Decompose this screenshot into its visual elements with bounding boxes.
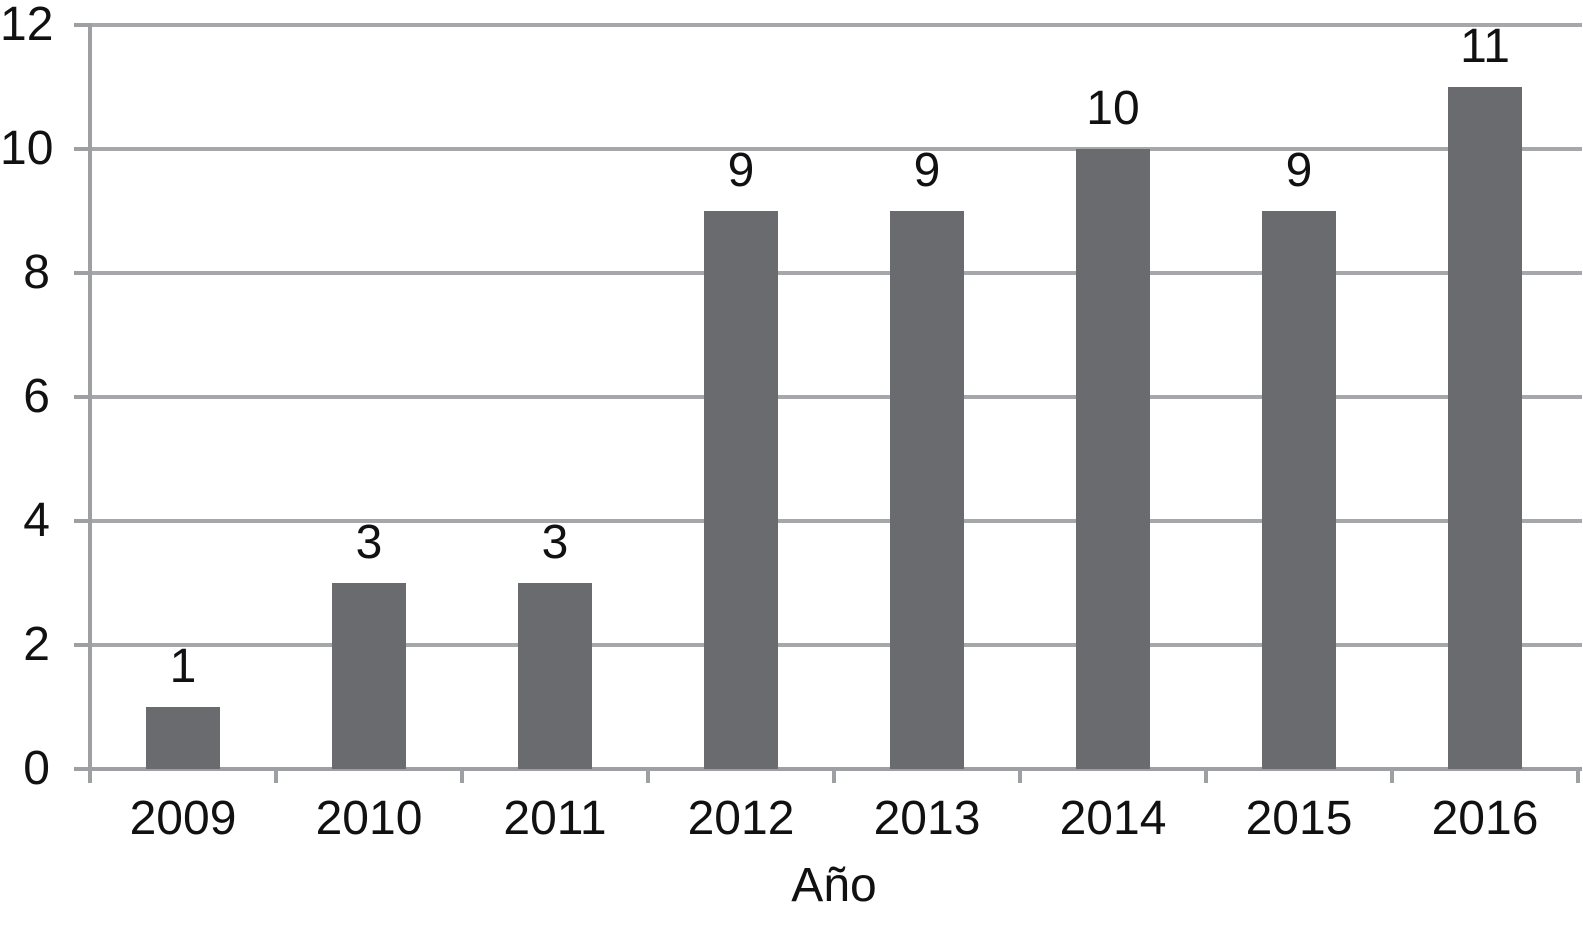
- y-axis-tick-label: 10: [0, 122, 54, 175]
- bar-value-label: 1: [169, 640, 197, 693]
- y-axis-tick-label: 2: [23, 618, 50, 671]
- x-axis-tick-mark: [832, 769, 836, 783]
- y-axis-tick-mark: [74, 147, 90, 151]
- y-axis-tick-label: 12: [0, 0, 54, 51]
- gridline: [90, 519, 1582, 523]
- gridline: [90, 395, 1582, 399]
- bar: [518, 583, 592, 769]
- bar: [1076, 149, 1150, 769]
- bar: [890, 211, 964, 769]
- x-axis-tick-mark: [646, 769, 650, 783]
- y-axis-tick-mark: [74, 395, 90, 399]
- bar: [146, 707, 220, 769]
- y-axis-line: [88, 23, 92, 771]
- x-axis-tick-mark: [1204, 769, 1208, 783]
- y-axis-tick-mark: [74, 519, 90, 523]
- x-axis-tick-label: 2010: [315, 792, 423, 845]
- y-axis-tick-label: 6: [23, 370, 50, 423]
- bar: [1262, 211, 1336, 769]
- y-axis-tick-mark: [74, 643, 90, 647]
- x-axis-tick-mark: [1576, 769, 1580, 783]
- x-axis-tick-label: 2011: [503, 792, 607, 845]
- x-axis-tick-label: 2016: [1431, 792, 1539, 845]
- gridline: [90, 147, 1582, 151]
- bar-value-label: 3: [355, 516, 383, 569]
- bar: [704, 211, 778, 769]
- x-axis-tick-label: 2012: [687, 792, 795, 845]
- x-axis-tick-mark: [1018, 769, 1022, 783]
- y-axis-tick-label: 0: [23, 742, 50, 795]
- x-axis-title: Año: [791, 859, 877, 912]
- y-axis-tick-label: 4: [23, 494, 50, 547]
- bar: [1448, 87, 1522, 769]
- bar-value-label: 3: [541, 516, 569, 569]
- bar: [332, 583, 406, 769]
- bar-value-label: 11: [1460, 20, 1510, 73]
- bar-value-label: 9: [727, 144, 755, 197]
- bar-value-label: 9: [1285, 144, 1313, 197]
- x-axis-tick-mark: [274, 769, 278, 783]
- y-axis-tick-mark: [74, 767, 90, 771]
- x-axis-tick-label: 2009: [129, 792, 237, 845]
- x-axis-tick-label: 2015: [1245, 792, 1353, 845]
- x-axis-tick-label: 2014: [1059, 792, 1167, 845]
- bar-value-label: 10: [1086, 82, 1140, 135]
- gridline: [90, 23, 1582, 27]
- x-axis-tick-mark: [88, 769, 92, 783]
- x-axis-tick-label: 2013: [873, 792, 981, 845]
- x-axis-tick-mark: [460, 769, 464, 783]
- x-axis-line: [88, 767, 1582, 771]
- gridline: [90, 271, 1582, 275]
- x-axis-tick-mark: [1390, 769, 1394, 783]
- y-axis-tick-label: 8: [23, 246, 50, 299]
- y-axis-tick-mark: [74, 23, 90, 27]
- y-axis-tick-mark: [74, 271, 90, 275]
- bar-value-label: 9: [913, 144, 941, 197]
- gridline: [90, 643, 1582, 647]
